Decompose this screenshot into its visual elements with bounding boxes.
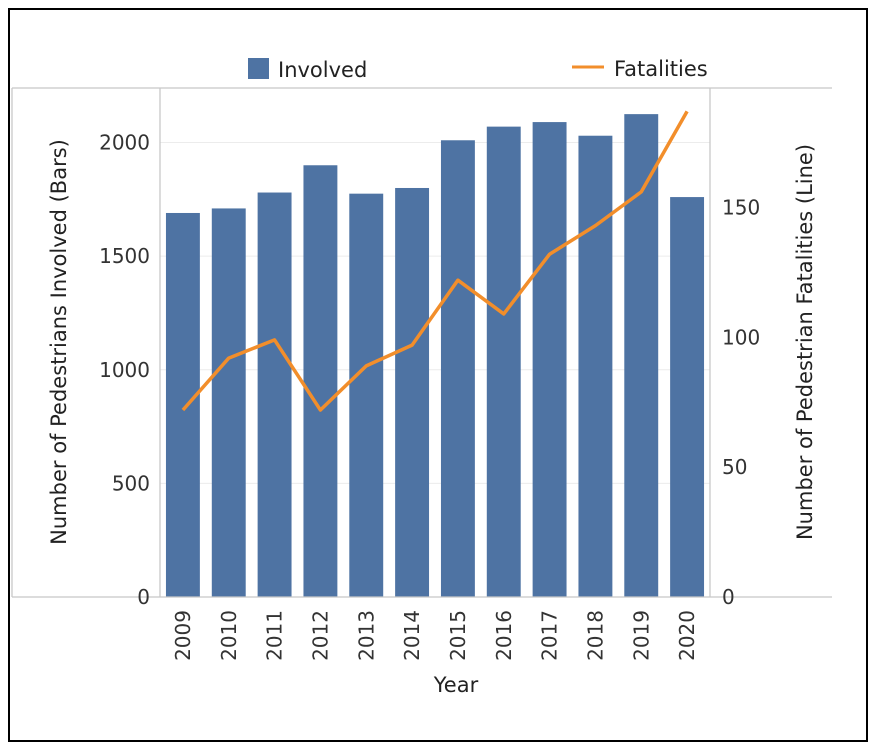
x-tick-label: 2010 [217,610,241,661]
left-tick-label: 0 [137,585,150,609]
x-tick-label: 2016 [492,610,516,661]
bar-2015 [440,140,475,597]
left-tick-label: 1000 [99,358,150,382]
bar-2010 [211,208,246,597]
left-tick-label: 1500 [99,244,150,268]
x-axis-ticks: 2009 2010 2011 2012 2013 2014 2015 2016 2017 2018… [171,610,699,661]
x-tick-label: 2018 [583,610,607,661]
left-axis-ticks: 0 500 1000 1500 2000 [99,131,150,609]
x-tick-label: 2009 [171,610,195,661]
x-tick-label: 2019 [629,610,653,661]
bar-2019 [624,114,659,597]
x-tick-label: 2013 [354,610,378,661]
right-tick-label: 100 [722,325,760,349]
line-series-fatalities [181,110,689,412]
bar-2020 [670,197,705,598]
bar-2017 [532,122,567,597]
x-tick-label: 2011 [263,610,287,661]
legend-label-fatalities: Fatalities [614,57,708,81]
x-tick-label: 2014 [400,610,424,661]
right-tick-label: 50 [722,455,747,479]
bar-series-involved [165,114,705,598]
right-axis-ticks: 0 50 100 150 [722,195,760,609]
bar-2016 [486,126,521,598]
x-tick-label: 2020 [675,610,699,661]
legend: Involved Fatalities [248,57,708,82]
bar-2013 [349,193,384,597]
left-axis-title: Number of Pedestrians Involved (Bars) [47,139,71,545]
bar-2012 [303,165,338,598]
figure-frame [8,8,868,742]
x-tick-label: 2012 [308,610,332,661]
bar-2011 [257,192,292,597]
bar-2018 [578,135,613,597]
left-tick-label: 500 [112,471,150,495]
right-tick-label: 0 [722,585,735,609]
bar-2009 [165,212,200,598]
right-tick-label: 150 [722,195,760,219]
x-axis-title: Year [433,673,479,697]
x-tick-label: 2017 [538,610,562,661]
x-tick-label: 2015 [446,610,470,661]
gridlines [160,142,710,484]
bar-2014 [395,187,430,597]
legend-swatch-involved [248,58,269,79]
legend-label-involved: Involved [278,58,367,82]
left-tick-label: 2000 [99,131,150,155]
right-axis-title: Number of Pedestrian Fatalities (Line) [793,144,817,540]
